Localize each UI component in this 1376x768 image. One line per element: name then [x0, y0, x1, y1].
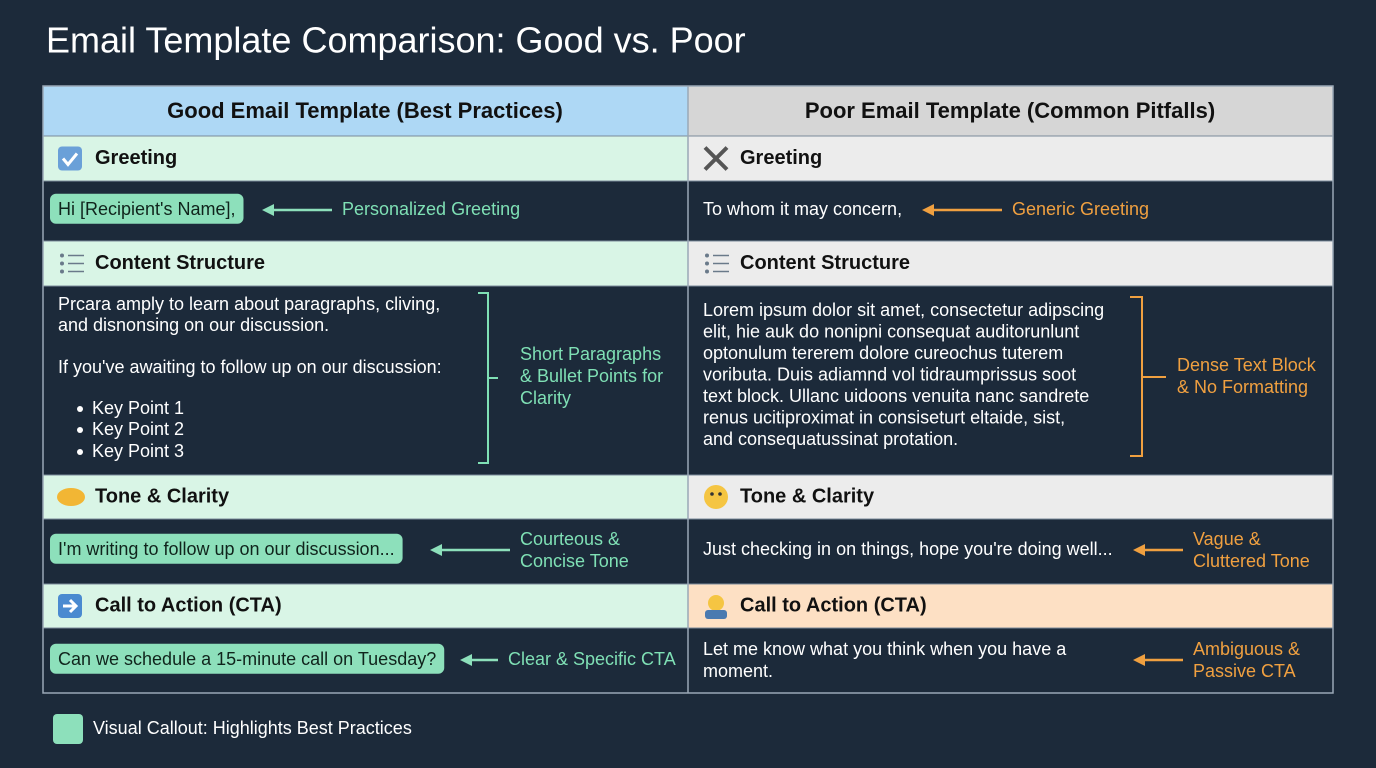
good-callout: Clear & Specific CTA: [508, 649, 676, 669]
section-icon: [60, 253, 84, 274]
icon-part: [718, 492, 722, 496]
good-example: Can we schedule a 15-minute call on Tues…: [58, 649, 436, 669]
icon-part: [57, 488, 85, 506]
poor-example: Lorem ipsum dolor sit amet, consectetur …: [703, 300, 1104, 320]
good-callout: Concise Tone: [520, 551, 629, 571]
highlight-pill: [50, 533, 403, 564]
icon-part: [705, 269, 709, 274]
arrow-head: [430, 544, 442, 556]
section-header-bg: [688, 241, 1333, 286]
poor-example: and consequatussinat protation.: [703, 429, 958, 449]
section-header-bg: [43, 241, 688, 286]
poor-example: text block. Ullanc uidoons venuita nanc …: [703, 386, 1089, 406]
poor-callout: Cluttered Tone: [1193, 551, 1310, 571]
highlight-pill: [50, 643, 445, 674]
legend-swatch: [53, 714, 83, 744]
bracket: [1130, 296, 1166, 457]
poor-example: moment.: [703, 661, 773, 681]
icon-part: [708, 595, 724, 611]
poor-example: voributa. Duis adiamnd vol tidraumprissu…: [703, 364, 1076, 384]
section-heading: Greeting: [95, 147, 177, 169]
icon-part: [60, 261, 64, 266]
section-header-bg: [688, 584, 1333, 628]
good-example: and disnonsing on our discussion.: [58, 315, 329, 335]
section-heading: Content Structure: [95, 252, 265, 274]
icon-part: [705, 610, 727, 619]
bullet-item: Key Point 3: [92, 441, 184, 461]
section-icon: [57, 488, 85, 506]
bullet-item: Key Point 1: [92, 398, 184, 418]
arrow-head: [460, 654, 472, 666]
poor-callout: Generic Greeting: [1012, 199, 1149, 219]
section-heading: Call to Action (CTA): [95, 594, 282, 616]
section-icon: [704, 485, 728, 509]
icon-part: [710, 492, 714, 496]
section-heading: Tone & Clarity: [740, 485, 875, 507]
icon-part: [704, 485, 728, 509]
bullet-dot: [77, 449, 83, 455]
legend-label: Visual Callout: Highlights Best Practice…: [93, 718, 412, 738]
highlight-pill: [50, 193, 244, 224]
icon-part: [58, 146, 82, 171]
icon-part: [703, 146, 729, 171]
poor-example: optonulum tererem dolore cureochus tuter…: [703, 343, 1063, 363]
poor-column-header: Poor Email Template (Common Pitfalls): [805, 98, 1215, 123]
good-callout: Courteous &: [520, 529, 620, 549]
bullet-dot: [77, 427, 83, 433]
section-heading: Tone & Clarity: [95, 485, 230, 507]
section-icon: [58, 146, 82, 171]
bullet-dot: [77, 406, 83, 412]
good-example: Hi [Recipient's Name],: [58, 199, 236, 219]
poor-callout: Passive CTA: [1193, 661, 1296, 681]
section-header-bg: [688, 136, 1333, 181]
bracket: [478, 292, 498, 464]
icon-part: [60, 269, 64, 274]
good-column-header: Good Email Template (Best Practices): [167, 98, 563, 123]
arrow-head: [1133, 654, 1145, 666]
poor-example: renus ucitiproximat in consiseturt eltai…: [703, 407, 1065, 427]
good-callout: Short Paragraphs: [520, 344, 661, 364]
section-icon: [703, 146, 729, 171]
icon-part: [60, 253, 64, 258]
poor-callout: Vague &: [1193, 529, 1261, 549]
poor-header-bg: [688, 86, 1333, 136]
poor-callout: Dense Text Block: [1177, 355, 1317, 375]
poor-example: Let me know what you think when you have…: [703, 639, 1067, 659]
section-header-bg: [43, 475, 688, 519]
arrow-head: [922, 204, 934, 216]
poor-callout: Ambiguous &: [1193, 639, 1300, 659]
icon-part: [61, 152, 79, 167]
good-callout: Clarity: [520, 388, 571, 408]
section-icon: [705, 595, 727, 619]
bullet-item: Key Point 2: [92, 419, 184, 439]
arrow-head: [262, 204, 274, 216]
section-header-bg: [43, 584, 688, 628]
good-callout: & Bullet Points for: [520, 366, 663, 386]
poor-example: To whom it may concern,: [703, 199, 902, 219]
icon-part: [63, 598, 79, 614]
section-heading: Call to Action (CTA): [740, 594, 927, 616]
icon-part: [705, 253, 709, 258]
page-title: Email Template Comparison: Good vs. Poor: [46, 20, 746, 61]
section-header-bg: [688, 475, 1333, 519]
good-example: I'm writing to follow up on our discussi…: [58, 539, 395, 559]
section-heading: Greeting: [740, 147, 822, 169]
section-heading: Content Structure: [740, 252, 910, 274]
poor-example: elit, hie auk do nonipni consequat audit…: [703, 321, 1079, 341]
good-example: Prcara amply to learn about paragraphs, …: [58, 294, 440, 314]
poor-callout: & No Formatting: [1177, 377, 1308, 397]
good-callout: Personalized Greeting: [342, 199, 520, 219]
arrow-head: [1133, 544, 1145, 556]
good-header-bg: [43, 86, 688, 136]
poor-example: Just checking in on things, hope you're …: [703, 539, 1113, 559]
section-icon: [705, 253, 729, 274]
section-icon: [58, 594, 82, 618]
icon-part: [705, 261, 709, 266]
section-header-bg: [43, 136, 688, 181]
table-border: [42, 85, 1334, 694]
good-example: If you've awaiting to follow up on our d…: [58, 357, 442, 377]
